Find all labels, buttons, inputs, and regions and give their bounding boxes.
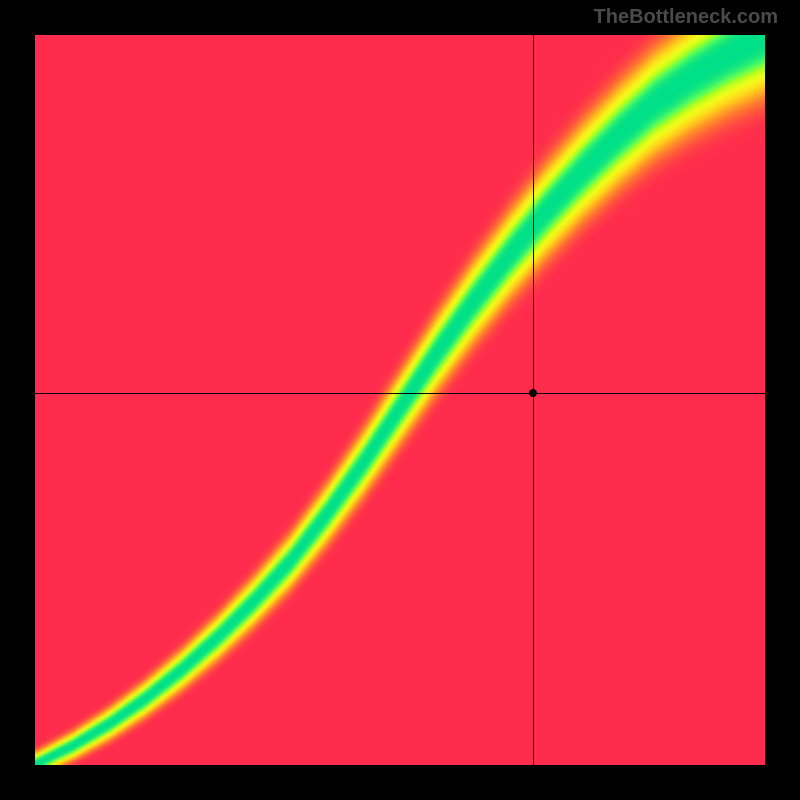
- crosshair-horizontal: [35, 393, 765, 394]
- watermark-text: TheBottleneck.com: [594, 6, 778, 29]
- crosshair-marker: [529, 389, 537, 397]
- plot-area: [35, 35, 765, 765]
- crosshair-vertical: [533, 35, 534, 765]
- heatmap-canvas: [35, 35, 765, 765]
